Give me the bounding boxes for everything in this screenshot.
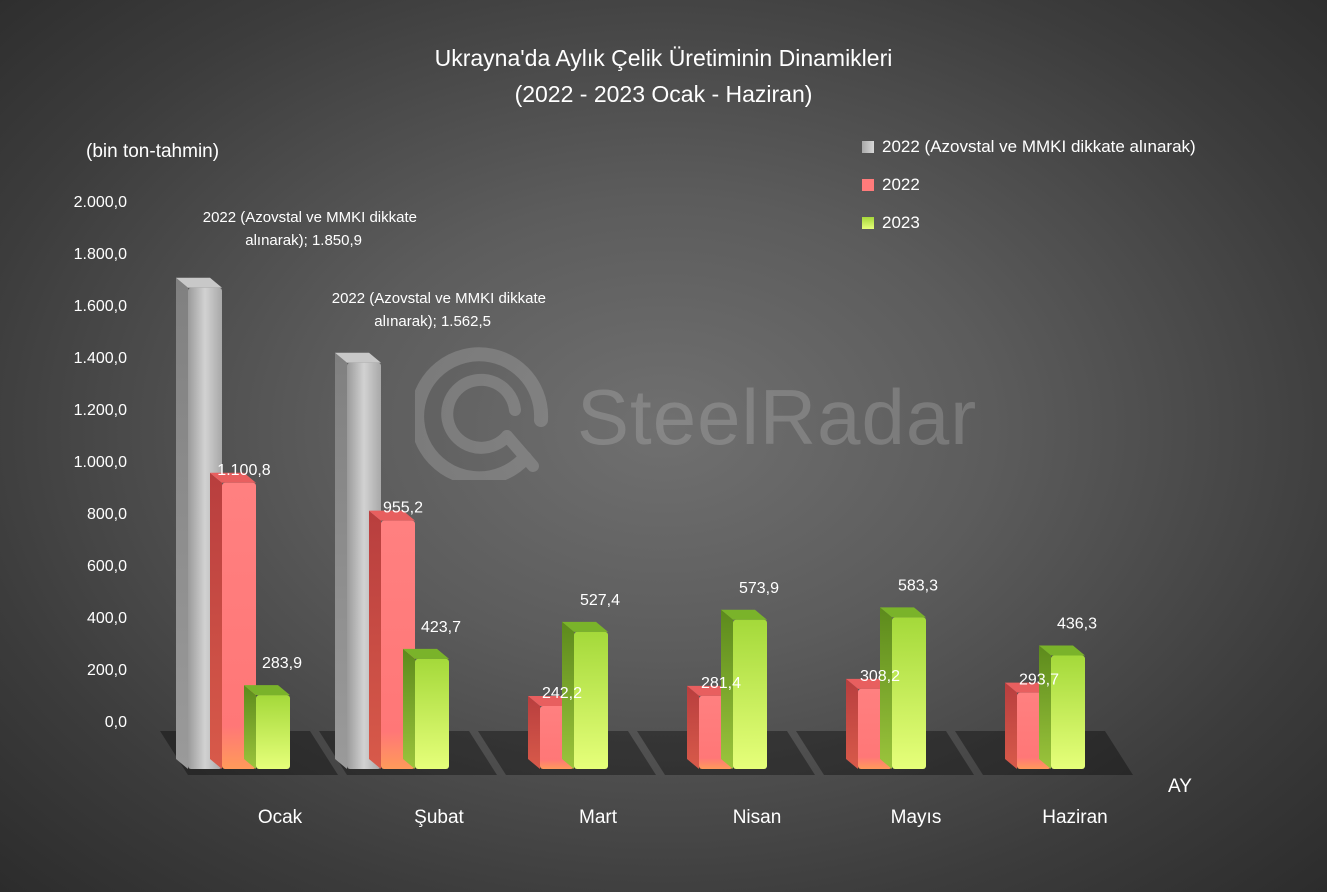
y-tick-label: 2.000,0 [74,194,127,211]
bar-side-face [880,607,892,769]
x-tick-label: Ocak [258,807,303,828]
bar-front-face [574,631,608,769]
y-tick-label: 800,0 [87,506,127,523]
x-tick-label: Haziran [1042,807,1107,828]
bar-side-face [687,685,699,769]
bar-top-face [562,621,608,632]
data-label: 2022 (Azovstal ve MMKI dikkate [203,209,417,226]
bar-top-face [403,648,449,659]
legend-item-2022: 2022 [862,166,1196,204]
y-tick-label: 200,0 [87,662,127,679]
watermark-text: SteelRadar [577,373,978,461]
y-tick-label: 0,0 [105,714,127,731]
legend-item-2023: 2023 [862,204,1196,242]
data-label: 283,9 [262,655,302,672]
chart-legend: 2022 (Azovstal ve MMKI dikkate alınarak)… [862,128,1196,242]
data-label: 242,2 [542,685,582,702]
bar-green-3 [721,609,767,769]
bar-top-face [176,277,222,288]
bar-side-face [335,352,347,769]
bar-side-face [846,678,858,769]
bar-front-face [256,695,290,769]
legend-label: 2022 (Azovstal ve MMKI dikkate alınarak) [882,137,1196,156]
y-tick-label: 400,0 [87,610,127,627]
bar-top-face [1039,645,1085,656]
data-label: 583,3 [898,577,938,594]
bar-top-face [369,510,415,521]
x-tick-label: Mayıs [891,807,942,828]
x-axis-label: AY [1168,776,1192,797]
bar-side-face [562,621,574,769]
y-tick-label: 1.200,0 [74,402,127,419]
data-label: 436,3 [1057,616,1097,633]
bar-side-face [210,472,222,769]
bar-side-face [403,648,415,769]
x-tick-label: Şubat [414,807,464,828]
data-label: 2022 (Azovstal ve MMKI dikkate [332,290,546,307]
data-label: 423,7 [421,619,461,636]
bar-top-face [210,472,256,483]
y-axis-unit-label: (bin ton-tahmin) [86,141,220,162]
chart-title: Ukrayna'da Aylık Çelik Üretiminin Dinami… [434,45,893,71]
bar-front-face [1051,655,1085,769]
legend-item-2022-azovstal: 2022 (Azovstal ve MMKI dikkate alınarak) [862,128,1196,166]
bar-top-face [721,609,767,620]
y-tick-label: 1.400,0 [74,350,127,367]
bar-side-face [1039,645,1051,769]
bar-green-0 [244,685,290,769]
bar-green-2 [562,621,608,769]
data-label: 293,7 [1019,672,1059,689]
y-tick-label: 1.800,0 [74,246,127,263]
bar-green-4 [880,607,926,769]
radar-logo-icon [410,347,549,486]
bar-side-face [1005,682,1017,769]
bar-side-face [528,696,540,769]
data-label: 281,4 [701,675,741,692]
data-label: 955,2 [383,500,423,517]
bar-top-face [335,352,381,363]
bar-side-face [176,277,188,769]
bar-green-5 [1039,645,1085,769]
bar-side-face [369,510,381,769]
x-tick-label: Mart [579,807,618,828]
steelradar-watermark: SteelRadar [410,340,976,486]
y-tick-label: 1.000,0 [74,454,127,471]
bar-front-face [733,619,767,769]
legend-swatch [862,141,874,153]
legend-swatch [862,217,874,229]
data-label: 527,4 [580,592,620,609]
bar-green-1 [403,648,449,769]
bar-top-face [880,607,926,618]
bar-front-face [415,658,449,769]
y-tick-label: 1.600,0 [74,298,127,315]
data-label: 308,2 [860,668,900,685]
data-label: 573,9 [739,580,779,597]
legend-label: 2022 [882,175,920,194]
y-tick-label: 600,0 [87,558,127,575]
bar-side-face [721,609,733,769]
data-label: alınarak); 1.562,5 [374,313,491,330]
x-tick-label: Nisan [733,807,782,828]
data-label: 1.100,8 [217,462,270,479]
bar-front-face [892,617,926,769]
bar-top-face [244,685,290,696]
data-label: alınarak); 1.850,9 [245,232,362,249]
legend-swatch [862,179,874,191]
chart-subtitle: (2022 - 2023 Ocak - Haziran) [514,81,813,107]
legend-label: 2023 [882,213,920,232]
bar-side-face [244,685,256,769]
